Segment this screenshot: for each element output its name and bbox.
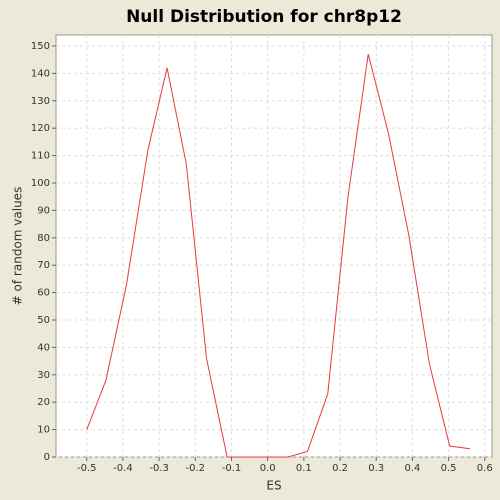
x-tick-label: -0.4 — [113, 463, 133, 474]
x-tick-label: 0.6 — [477, 463, 493, 474]
y-tick-label: 10 — [37, 425, 50, 436]
y-tick-label: 30 — [37, 370, 50, 381]
x-tick-label: 0.3 — [368, 463, 384, 474]
y-tick-label: 70 — [37, 260, 50, 271]
x-tick-label: -0.2 — [186, 463, 206, 474]
y-tick-label: 140 — [31, 68, 50, 79]
y-tick-label: 150 — [31, 41, 50, 52]
plot-area — [55, 34, 493, 458]
y-tick-label: 0 — [44, 452, 50, 463]
y-tick-label: 90 — [37, 205, 50, 216]
chart-title: Null Distribution for chr8p12 — [126, 7, 402, 27]
x-axis-label: ES — [266, 479, 281, 493]
x-tick-label: 0.2 — [332, 463, 348, 474]
x-tick-label: -0.1 — [222, 463, 242, 474]
x-tick-label: -0.5 — [77, 463, 97, 474]
x-tick-label: 0.1 — [296, 463, 312, 474]
y-tick-label: 130 — [31, 96, 50, 107]
y-tick-label: 110 — [31, 151, 50, 162]
y-tick-label: 100 — [31, 178, 50, 189]
y-tick-label: 40 — [37, 342, 50, 353]
data-line — [86, 54, 470, 458]
y-tick-label: 50 — [37, 315, 50, 326]
y-tick-label: 80 — [37, 233, 50, 244]
x-tick-label: 0.5 — [441, 463, 457, 474]
y-tick-label: 60 — [37, 288, 50, 299]
y-tick-label: 20 — [37, 397, 50, 408]
x-tick-label: -0.3 — [149, 463, 169, 474]
x-tick-label: 0.0 — [260, 463, 276, 474]
y-axis-label: # of random values — [11, 187, 25, 306]
x-tick-label: 0.4 — [404, 463, 420, 474]
y-tick-label: 120 — [31, 123, 50, 134]
